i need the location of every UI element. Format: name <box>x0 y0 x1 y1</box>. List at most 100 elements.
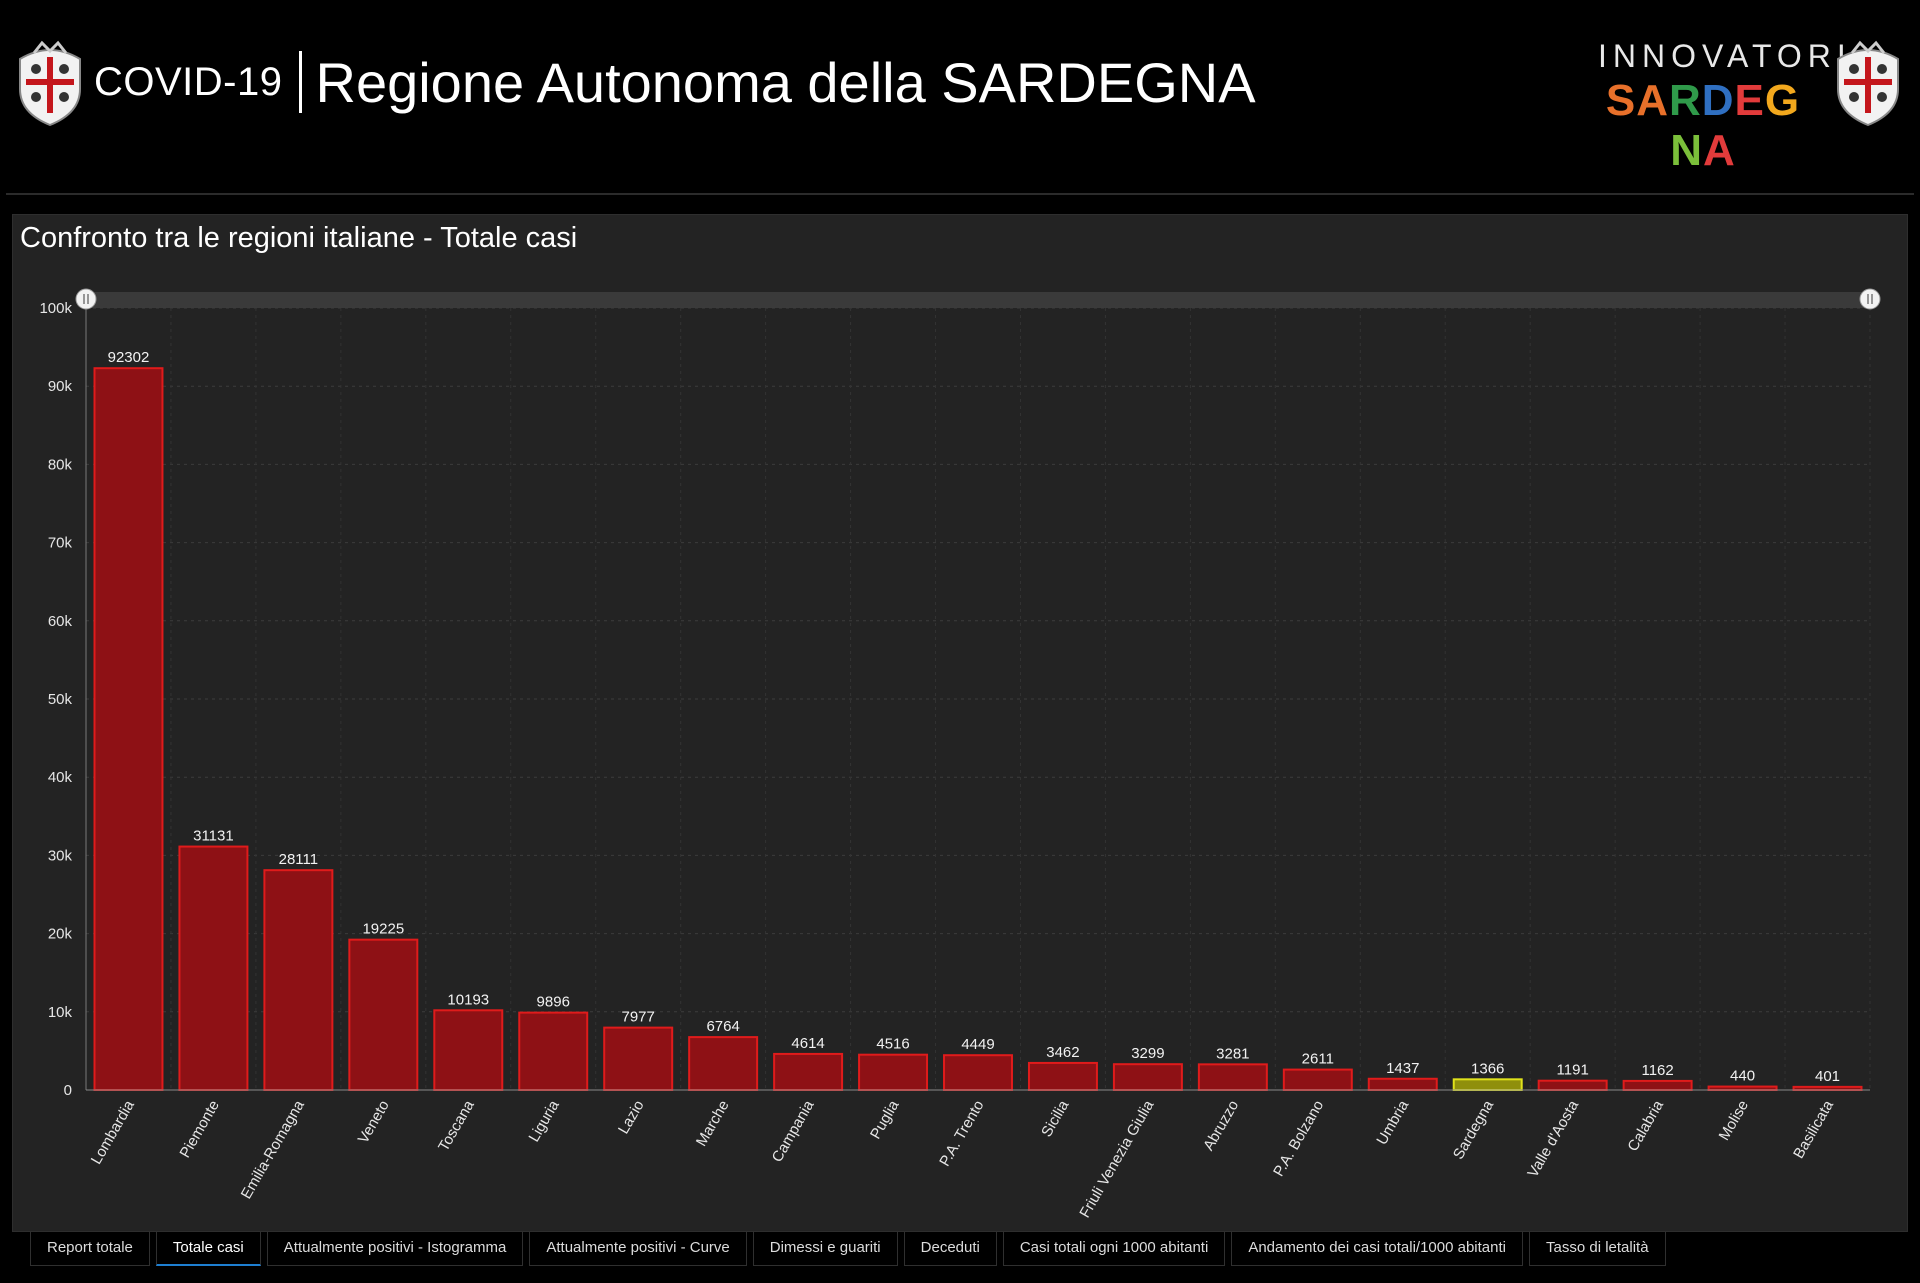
x-tick-label: Puglia <box>867 1097 903 1142</box>
bar-value-label: 7977 <box>622 1009 655 1026</box>
x-tick-label: Lombardia <box>88 1097 138 1167</box>
bar <box>1452 1078 1523 1091</box>
brand-letter: A <box>1703 126 1736 175</box>
bar-value-label: 28111 <box>279 851 319 868</box>
bar <box>1197 1063 1268 1091</box>
x-tick-label: Abruzzo <box>1200 1098 1242 1154</box>
title-region: Regione Autonoma della SARDEGNA <box>315 50 1256 114</box>
x-tick-label: P.A. Bolzano <box>1270 1098 1327 1180</box>
bar-value-label: 440 <box>1730 1068 1755 1085</box>
chart-title: Confronto tra le regioni italiane - Tota… <box>20 222 578 254</box>
x-tick-label: Basilicata <box>1790 1097 1837 1162</box>
bar-value-label: 4449 <box>961 1036 994 1053</box>
x-tick-label: Calabria <box>1624 1097 1667 1154</box>
y-tick-label: 80k <box>48 456 73 473</box>
bar-value-label: 9896 <box>537 994 570 1011</box>
brand-letter: G <box>1764 76 1801 125</box>
bar-value-label: 92302 <box>108 349 150 366</box>
bar-value-label: 6764 <box>706 1018 739 1035</box>
bar-value-label: 1162 <box>1641 1062 1673 1079</box>
tab-dimessi-e-guariti[interactable]: Dimessi e guariti <box>752 1232 898 1266</box>
x-tick-label: Liguria <box>525 1097 563 1145</box>
x-tick-label: Marche <box>693 1098 733 1150</box>
bar-value-label: 401 <box>1815 1068 1840 1085</box>
bar <box>943 1054 1013 1092</box>
x-tick-label: P.A. Trento <box>936 1098 987 1170</box>
x-tick-label: Campania <box>769 1097 818 1165</box>
tab-attualmente-positivi-curve[interactable]: Attualmente positivi - Curve <box>529 1232 747 1266</box>
bar <box>688 1036 759 1091</box>
y-tick-label: 100k <box>39 300 72 317</box>
y-tick-label: 10k <box>48 1004 73 1021</box>
bar-value-label: 1191 <box>1557 1062 1589 1079</box>
bar-value-label: 10193 <box>447 991 489 1008</box>
x-tick-label: Veneto <box>355 1098 393 1147</box>
brand-sardegna: SARDEGNA <box>1598 76 1808 176</box>
x-tick-label: Umbria <box>1373 1097 1412 1148</box>
header-divider <box>6 193 1914 195</box>
bar <box>1707 1085 1778 1092</box>
bar <box>348 938 419 1092</box>
x-tick-label: Sicilia <box>1038 1097 1073 1140</box>
y-tick-label: 60k <box>48 613 73 630</box>
bar-value-label: 1437 <box>1386 1060 1419 1077</box>
y-tick-label: 90k <box>48 378 73 395</box>
bar <box>433 1009 504 1091</box>
bar <box>773 1052 844 1092</box>
x-tick-label: Sardegna <box>1450 1097 1498 1162</box>
crest-icon <box>19 40 81 127</box>
bar-value-label: 4516 <box>876 1036 909 1053</box>
brand-letter: R <box>1668 76 1702 125</box>
range-slider-handle[interactable] <box>75 288 97 310</box>
header: COVID-19 Regione Autonoma della SARDEGNA… <box>0 0 1920 195</box>
bar-value-label: 3462 <box>1046 1044 1079 1061</box>
x-tick-label: Piemonte <box>176 1098 222 1161</box>
brand-letter: D <box>1701 76 1735 125</box>
bar <box>1282 1068 1353 1092</box>
tab-deceduti[interactable]: Deceduti <box>903 1232 997 1266</box>
title-covid: COVID-19 <box>94 59 283 104</box>
y-tick-label: 20k <box>48 926 73 943</box>
app-title: COVID-19 Regione Autonoma della SARDEGNA <box>94 42 1256 122</box>
brand-letter: N <box>1670 126 1703 175</box>
x-tick-label: Molise <box>1716 1098 1752 1144</box>
y-tick-label: 70k <box>48 535 73 552</box>
crest-icon <box>1837 40 1899 127</box>
bar <box>1367 1077 1438 1092</box>
bar <box>1112 1063 1183 1091</box>
tab-totale-casi[interactable]: Totale casi <box>155 1232 261 1266</box>
bar-value-label: 31131 <box>193 828 234 845</box>
brand-letter: A <box>1636 76 1669 125</box>
bar-value-label: 1366 <box>1471 1060 1504 1077</box>
bar-value-label: 3281 <box>1216 1045 1249 1062</box>
x-tick-label: Friuli Venezia Giulia <box>1076 1097 1157 1221</box>
brand-innovatori: INNOVATORI <box>1598 38 1852 74</box>
bar-value-label: 4614 <box>791 1035 824 1052</box>
tab-tasso-di-letalit[interactable]: Tasso di letalità <box>1529 1232 1666 1266</box>
tab-report-totale[interactable]: Report totale <box>30 1232 150 1266</box>
brand-letter: E <box>1734 76 1765 125</box>
bar-chart: 0 10k 20k 30k 40k 50k 60k 70k 80k 90k 100k 92302 Lom… <box>39 288 1881 1221</box>
title-separator <box>298 51 302 113</box>
x-tick-label: Toscana <box>435 1097 478 1154</box>
bar <box>1027 1061 1098 1091</box>
y-tick-label: 40k <box>48 769 73 786</box>
bar <box>1537 1079 1608 1092</box>
bar-value-label: 19225 <box>362 921 404 938</box>
bar <box>93 367 164 1091</box>
tab-andamento-dei-casi-totali-1000-abitanti[interactable]: Andamento dei casi totali/1000 abitanti <box>1231 1232 1523 1266</box>
bar <box>603 1026 674 1092</box>
tab-casi-totali-ogni-1000-abitanti[interactable]: Casi totali ogni 1000 abitanti <box>1002 1232 1226 1266</box>
y-tick-label: 50k <box>48 691 73 708</box>
bar <box>1622 1079 1693 1092</box>
brand-letter: S <box>1605 76 1637 125</box>
bar <box>263 869 334 1092</box>
bar <box>518 1011 589 1091</box>
tab-bar: Report totale Totale casi Attualmente posi… <box>30 1232 1672 1268</box>
bar-value-label: 2611 <box>1302 1051 1334 1068</box>
bar-value-label: 3299 <box>1131 1045 1164 1062</box>
range-slider-handle[interactable] <box>1859 288 1881 310</box>
x-tick-label: Valle d'Aosta <box>1524 1097 1582 1181</box>
tab-attualmente-positivi-istogramma[interactable]: Attualmente positivi - Istogramma <box>266 1232 524 1266</box>
bar <box>858 1053 929 1092</box>
